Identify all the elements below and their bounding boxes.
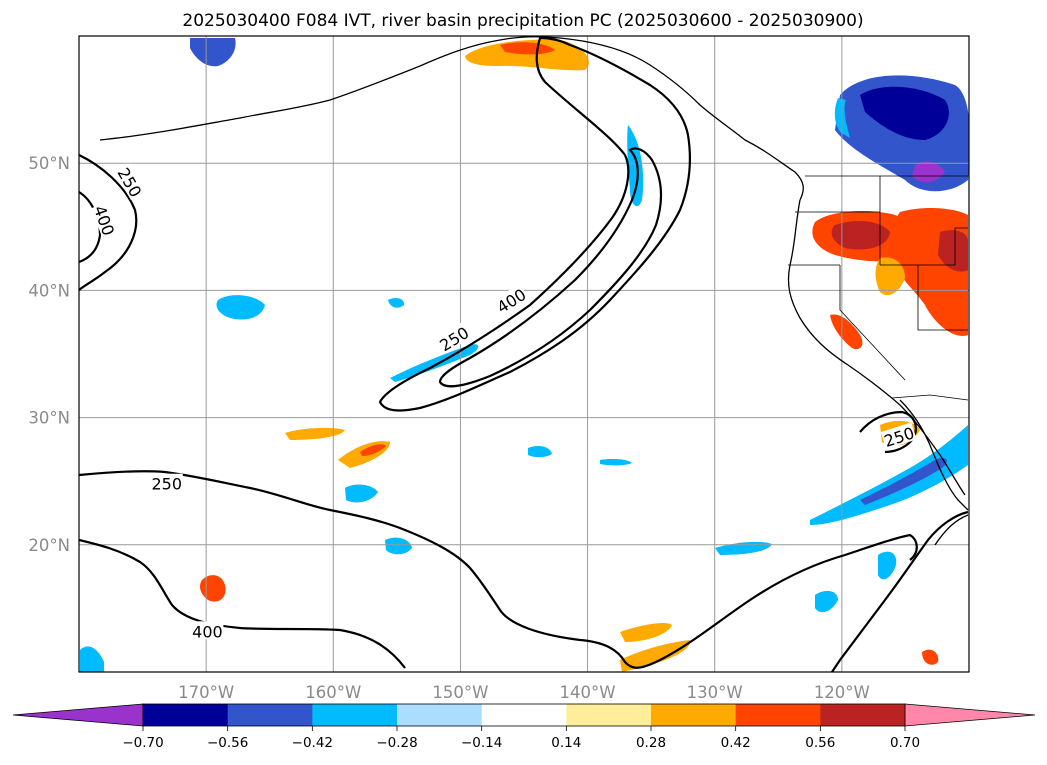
precip-area-neg-blob-8 <box>80 646 104 672</box>
map-frame <box>78 35 970 673</box>
axis-tick-labels: 170°W 160°W 150°W 140°W 130°W 120°W 20°N 30°N 40… <box>28 154 869 702</box>
colorbar-tick-label: −0.56 <box>207 735 248 751</box>
precip-area-neg-topleft <box>190 38 236 67</box>
colorbar-tick-label: 0.42 <box>721 735 751 751</box>
colorbar-segment <box>820 704 906 726</box>
precip-area-neg-plume <box>810 425 968 525</box>
precip-area-pos-2-core <box>938 230 968 272</box>
colorbar-tick-label: −0.42 <box>292 735 333 751</box>
precip-area-neg-blob-4 <box>385 537 412 555</box>
precip-area-pos-4 <box>830 314 863 350</box>
precip-area-pos-blob-6 <box>922 649 939 665</box>
precip-area-pos-1-core <box>831 220 890 250</box>
ivt-contour-400-ar <box>438 147 663 388</box>
precip-area-neg-blob-9 <box>388 297 405 308</box>
colorbar-segment <box>312 704 398 726</box>
border-montana <box>880 227 968 266</box>
precip-area-neg-blob-7 <box>815 590 838 613</box>
ivt-contour-label-bg <box>492 283 530 316</box>
precip-area-pos-3 <box>875 257 905 296</box>
colorbar-segment <box>397 704 483 726</box>
lat-tick-label: 20°N <box>28 536 70 555</box>
precip-area-neg-north-edge <box>834 98 850 138</box>
precip-area-pos-blob-4 <box>620 622 672 642</box>
ivt-contour-400-southeast <box>831 510 969 672</box>
lon-tick-label: 160°W <box>305 683 361 702</box>
precip-area-neg-north-spot <box>912 161 945 183</box>
state-borders <box>788 175 969 401</box>
coastline-baja <box>899 399 969 511</box>
ivt-contour-label: 250 <box>150 473 183 494</box>
precip-area-neg-blob-2 <box>345 484 378 503</box>
ivt-contour-label-bg <box>435 321 472 354</box>
lat-tick-label: 30°N <box>28 409 70 428</box>
ivt-contour-label-text: 250 <box>151 475 182 494</box>
border-utah-arizona <box>917 265 968 331</box>
lon-tick-label: 140°W <box>560 683 616 702</box>
colorbar-tick-label: 0.28 <box>636 735 666 751</box>
lat-tick-label: 40°N <box>28 281 70 300</box>
lon-tick-label: 150°W <box>432 683 488 702</box>
ivt-contour-250-coast <box>859 410 917 454</box>
lon-tick-label: 120°W <box>814 683 870 702</box>
colorbar: −0.70 −0.56 −0.42 −0.28 −0.14 0.14 0.28 0.42 0.5… <box>12 703 1036 751</box>
border-us-mexico <box>891 394 969 401</box>
colorbar-segment <box>143 704 229 726</box>
ivt-contour-250-nw <box>79 154 138 291</box>
precip-area-pos-blob-1 <box>285 427 345 440</box>
precip-area-neg-blob-6 <box>878 551 897 580</box>
precip-area-neg-band-1 <box>627 125 644 207</box>
colorbar-tick-label: 0.14 <box>551 735 581 751</box>
colorbar-tick-label: −0.28 <box>376 735 417 751</box>
colorbar-outline <box>142 703 906 727</box>
precip-area-neg-blob-10 <box>600 459 632 466</box>
ivt-contour-250-ar <box>378 36 692 412</box>
precip-area-neg-blob-3 <box>528 446 552 458</box>
ivt-contour-label-bg <box>880 422 917 450</box>
colorbar-tick-label: −0.70 <box>122 735 163 751</box>
colorbar-extend-low <box>12 703 144 727</box>
lon-tick-label: 130°W <box>687 683 743 702</box>
ivt-contour-label-bg <box>114 163 147 201</box>
ivt-contour-400-nw <box>79 191 102 264</box>
border-nevada <box>839 265 906 381</box>
colorbar-segment <box>566 704 652 726</box>
precip-area-neg-north-core <box>860 86 949 140</box>
ivt-contour-250-south <box>79 470 918 669</box>
gridlines <box>79 36 969 672</box>
precip-area-neg-blob-1 <box>216 295 265 320</box>
ivt-contour-label-bg <box>91 201 120 239</box>
coastline-alaska <box>99 36 804 201</box>
precip-area-pos-alaska <box>465 39 589 71</box>
lon-tick-label: 170°W <box>178 683 234 702</box>
coastline-mexico-south <box>934 514 969 546</box>
precip-area-pos-blob-5 <box>620 640 691 672</box>
colorbar-segment <box>651 704 737 726</box>
colorbar-segment <box>227 704 313 726</box>
colorbar-extend-high <box>904 703 1036 727</box>
ivt-contour-label-text: 400 <box>192 622 223 641</box>
ivt-contour-label-bg <box>191 621 224 640</box>
colorbar-tick-label: 0.56 <box>805 735 835 751</box>
colorbar-tick-label: −0.14 <box>461 735 502 751</box>
ivt-contour-label-bg <box>150 473 183 492</box>
colorbar-segment <box>735 704 821 726</box>
colorbar-segment <box>481 704 567 726</box>
figure-title: 2025030400 F084 IVT, river basin precipi… <box>182 11 863 31</box>
lat-tick-label: 50°N <box>28 154 70 173</box>
precip-area-pos-alaska-core <box>500 42 555 55</box>
ivt-contour-label: 400 <box>191 621 224 641</box>
colorbar-tick-label: 0.70 <box>890 735 920 751</box>
precip-area-pos-blob-2-core <box>360 444 386 456</box>
map-background <box>79 36 969 672</box>
precip-area-neg-plume-core <box>860 457 947 505</box>
